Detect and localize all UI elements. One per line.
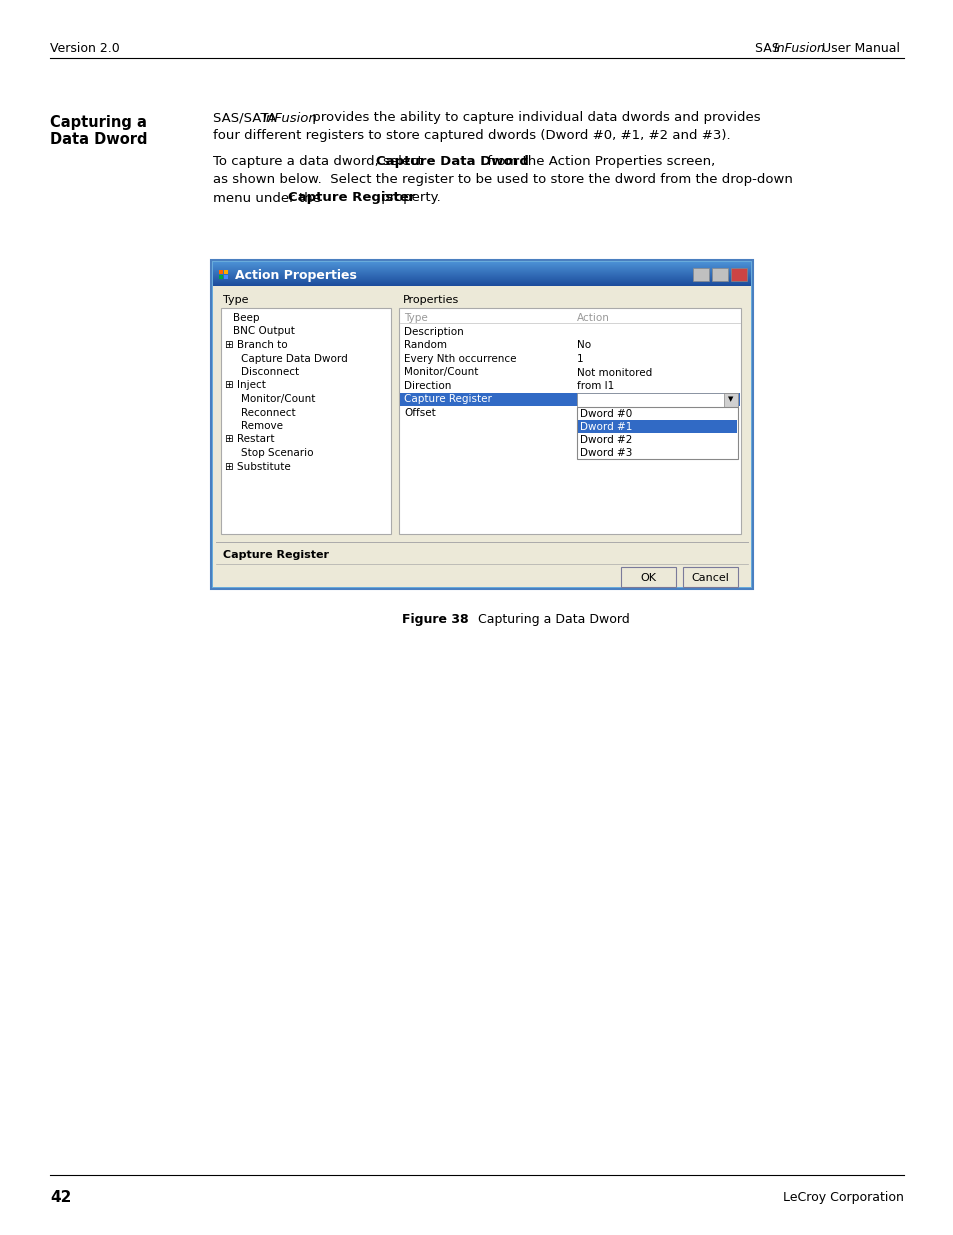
Text: Dword #3: Dword #3 <box>579 448 632 458</box>
FancyBboxPatch shape <box>224 275 228 279</box>
Text: Monitor/Count: Monitor/Count <box>241 394 315 404</box>
Text: ⊞ Substitute: ⊞ Substitute <box>225 462 291 472</box>
Text: InFusion: InFusion <box>263 111 317 125</box>
Text: To capture a data dword, select: To capture a data dword, select <box>213 156 427 168</box>
Text: Capture Register: Capture Register <box>288 191 415 205</box>
Text: property.: property. <box>376 191 440 205</box>
FancyBboxPatch shape <box>213 262 750 587</box>
Text: Description: Description <box>403 327 463 337</box>
FancyBboxPatch shape <box>723 393 738 406</box>
FancyBboxPatch shape <box>214 288 748 585</box>
Text: SAS/SATA: SAS/SATA <box>213 111 280 125</box>
Text: from I1: from I1 <box>577 382 614 391</box>
FancyBboxPatch shape <box>578 420 737 432</box>
Text: Monitor/Count: Monitor/Count <box>403 368 477 378</box>
FancyBboxPatch shape <box>219 275 223 279</box>
Text: Data Dword: Data Dword <box>50 132 148 147</box>
Text: Disconnect: Disconnect <box>241 367 299 377</box>
Text: Capture Data Dword: Capture Data Dword <box>241 353 348 363</box>
Text: Not monitored: Not monitored <box>577 368 652 378</box>
Text: Cancel: Cancel <box>691 573 729 583</box>
Text: Capturing a Data Dword: Capturing a Data Dword <box>454 613 629 625</box>
Text: Dword #1: Dword #1 <box>579 422 632 432</box>
Text: Capture Register: Capture Register <box>223 550 329 559</box>
Text: Offset: Offset <box>403 408 436 417</box>
Text: Capture Data Dword: Capture Data Dword <box>375 156 528 168</box>
FancyBboxPatch shape <box>399 393 740 405</box>
Text: Stop Scenario: Stop Scenario <box>241 448 314 458</box>
Text: Every Nth occurrence: Every Nth occurrence <box>403 354 516 364</box>
Text: 1: 1 <box>577 354 583 364</box>
Text: four different registers to store captured dwords (Dword #0, #1, #2 and #3).: four different registers to store captur… <box>213 130 730 142</box>
FancyBboxPatch shape <box>577 406 738 458</box>
Text: Action Properties: Action Properties <box>234 268 356 282</box>
FancyBboxPatch shape <box>219 270 223 274</box>
Text: User Manual: User Manual <box>817 42 899 54</box>
Text: ⊞ Branch to: ⊞ Branch to <box>225 340 287 350</box>
Text: Properties: Properties <box>402 295 458 305</box>
Text: Figure 38: Figure 38 <box>401 613 468 625</box>
FancyBboxPatch shape <box>224 270 228 274</box>
Text: Version 2.0: Version 2.0 <box>50 42 120 54</box>
Text: menu under the: menu under the <box>213 191 325 205</box>
Text: as shown below.  Select the register to be used to store the dword from the drop: as shown below. Select the register to b… <box>213 173 792 186</box>
FancyBboxPatch shape <box>398 308 740 534</box>
Text: Remove: Remove <box>241 421 283 431</box>
Text: Dword #0: Dword #0 <box>579 409 632 419</box>
Text: Action: Action <box>577 312 609 324</box>
Text: ⊞ Restart: ⊞ Restart <box>225 435 274 445</box>
Text: Random: Random <box>403 341 447 351</box>
Text: provides the ability to capture individual data dwords and provides: provides the ability to capture individu… <box>308 111 760 125</box>
Text: Dword #2: Dword #2 <box>579 435 632 445</box>
FancyBboxPatch shape <box>221 308 391 534</box>
Text: SAS: SAS <box>754 42 783 54</box>
Text: Dword #0: Dword #0 <box>577 394 628 405</box>
FancyBboxPatch shape <box>692 268 708 282</box>
Text: InFusion: InFusion <box>773 42 825 54</box>
Text: Reconnect: Reconnect <box>241 408 295 417</box>
FancyBboxPatch shape <box>620 567 676 587</box>
FancyBboxPatch shape <box>711 268 727 282</box>
FancyBboxPatch shape <box>211 261 752 589</box>
FancyBboxPatch shape <box>577 393 738 406</box>
Text: 42: 42 <box>50 1189 71 1204</box>
Text: ▼: ▼ <box>727 396 733 403</box>
Text: Direction: Direction <box>403 382 451 391</box>
FancyBboxPatch shape <box>682 567 738 587</box>
Text: Beep: Beep <box>233 312 259 324</box>
Text: No: No <box>577 341 590 351</box>
Text: Capture Register: Capture Register <box>403 394 492 405</box>
Text: from the Action Properties screen,: from the Action Properties screen, <box>482 156 715 168</box>
Text: ⊞ Inject: ⊞ Inject <box>225 380 266 390</box>
Text: Capturing a: Capturing a <box>50 115 147 130</box>
Text: Type: Type <box>403 312 427 324</box>
Text: LeCroy Corporation: LeCroy Corporation <box>782 1191 903 1203</box>
Text: OK: OK <box>639 573 656 583</box>
FancyBboxPatch shape <box>730 268 746 282</box>
Text: Type: Type <box>223 295 248 305</box>
Text: BNC Output: BNC Output <box>233 326 294 336</box>
